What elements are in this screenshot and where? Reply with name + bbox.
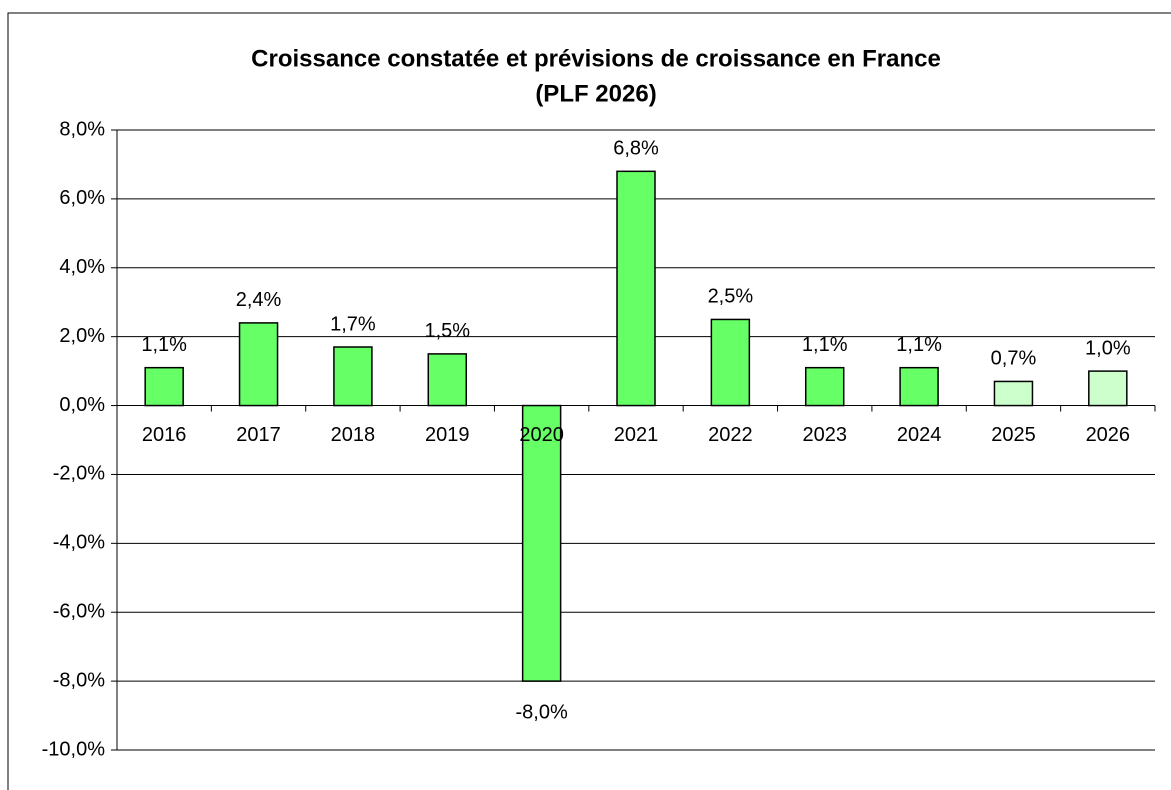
x-tick-label: 2023 (802, 424, 847, 446)
y-tick-label: -10,0% (42, 738, 106, 760)
bar (993, 380, 1034, 407)
value-label: 1,0% (1085, 337, 1131, 359)
value-label: 1,7% (330, 313, 376, 335)
x-tick-label: 2018 (331, 424, 376, 446)
bar (1088, 370, 1128, 407)
x-tick-label: 2022 (708, 424, 753, 446)
value-label: 1,5% (424, 320, 470, 342)
y-tick-label: -2,0% (53, 463, 105, 485)
x-tick-label: 2017 (236, 424, 281, 446)
value-label: -8,0% (516, 701, 568, 723)
bar (616, 170, 656, 407)
chart-subtitle: (PLF 2026) (535, 80, 656, 107)
x-tick-label: 2020 (519, 424, 564, 446)
y-tick-label: -4,0% (53, 532, 105, 554)
value-label: 6,8% (613, 138, 659, 160)
value-label: 1,1% (141, 334, 187, 356)
bar (804, 366, 845, 407)
value-label: 0,7% (991, 348, 1037, 370)
y-tick-label: -8,0% (53, 669, 105, 691)
x-tick-label: 2026 (1086, 424, 1131, 446)
value-label: 2,4% (236, 289, 282, 311)
bar (333, 346, 373, 407)
chart-title: Croissance constatée et prévisions de cr… (251, 45, 941, 72)
bar (427, 353, 468, 407)
x-tick-label: 2025 (991, 424, 1036, 446)
y-tick-label: 4,0% (59, 256, 105, 278)
bar (521, 404, 562, 682)
y-tick-label: 6,0% (59, 187, 105, 209)
y-tick-label: -6,0% (53, 601, 105, 623)
y-tick-label: 0,0% (59, 394, 105, 416)
value-label: 1,1% (802, 334, 848, 356)
value-label: 2,5% (708, 286, 754, 308)
chart-border (7, 12, 1171, 790)
value-label: 1,1% (896, 334, 942, 356)
x-tick-label: 2024 (897, 424, 942, 446)
y-tick-label: 8,0% (59, 118, 105, 140)
bar (144, 366, 184, 407)
bar (710, 318, 751, 407)
x-tick-label: 2016 (142, 424, 187, 446)
y-tick-label: 2,0% (59, 325, 105, 347)
x-tick-label: 2021 (614, 424, 659, 446)
bar (899, 366, 939, 407)
bar (238, 322, 279, 407)
x-tick-label: 2019 (425, 424, 470, 446)
